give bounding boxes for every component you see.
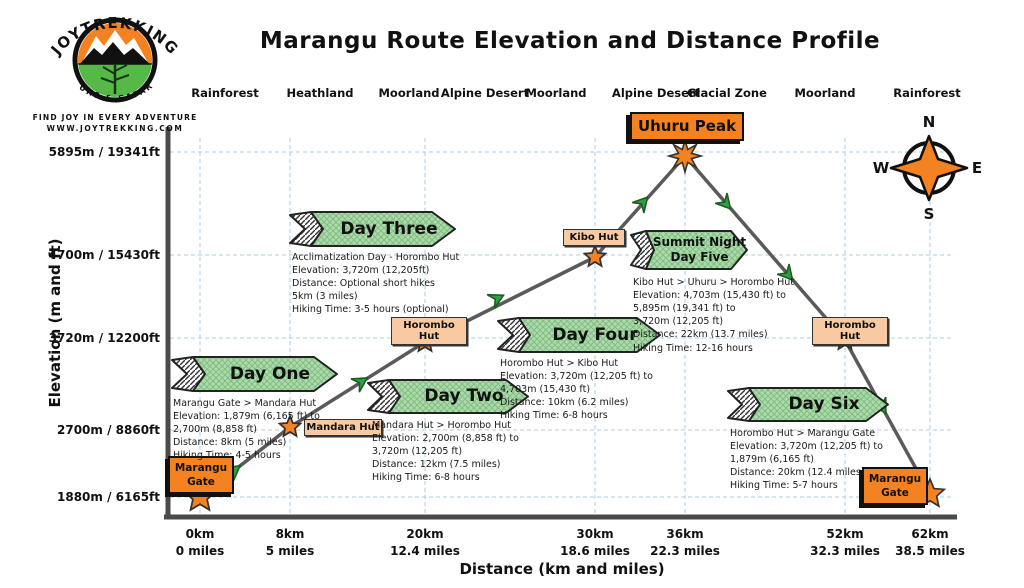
day-two-details: Mandara Hut > Horombo Hut Elevation: 2,7… [372,420,519,484]
x-tick-km: 0km [185,527,215,541]
mandara-hut-label: Mandara Hut [304,419,382,436]
zone-label-rainforest-1: Rainforest [191,86,259,100]
x-tick-20km: 20km 12.4 miles [370,526,480,560]
day-four-details: Horombo Hut > Kibo Hut Elevation: 3,720m… [500,358,653,422]
compass-north-label: N [922,113,936,131]
x-tick-km: 8km [275,527,305,541]
zone-label-alpine-desert-1: Alpine Desert [440,86,530,100]
zone-label-moorland-1: Moorland [378,86,440,100]
x-tick-62km: 62km 38.5 miles [875,526,985,560]
day-four-banner: Day Four [552,325,638,345]
x-tick-km: 30km [576,527,614,541]
y-axis-title: Elevation (m and ft) [46,238,64,408]
x-tick-miles: 32.3 miles [810,544,880,558]
zone-label-glacial-zone: Glacial Zone [687,86,767,100]
uhuru-peak-star-icon [668,139,702,173]
zone-label-rainforest-2: Rainforest [893,86,961,100]
x-tick-miles: 22.3 miles [650,544,720,558]
x-tick-miles: 38.5 miles [895,544,965,558]
brand-logo: JOYTREKKING TOURS & SAFARIS [0,0,181,103]
compass-south-label: S [923,205,935,223]
day-six-banner: Day Six [788,394,860,414]
compass-west-label: W [872,159,890,177]
horombo-hut-label-ascent: Horombo Hut [391,317,467,345]
y-tick-4700m: 4700m / 15430ft [48,248,160,262]
x-tick-miles: 12.4 miles [390,544,460,558]
day-one-details: Marangu Gate > Mandara Hut Elevation: 1,… [173,398,320,462]
page-title: Marangu Route Elevation and Distance Pro… [259,28,881,54]
y-tick-1880m: 1880m / 6165ft [57,490,160,504]
x-tick-km: 20km [406,527,444,541]
day-two-banner: Day Two [424,386,504,406]
x-tick-km: 36km [666,527,704,541]
marangu-gate-start-label: Marangu Gate [168,456,234,495]
y-tick-3720m: 3720m / 12200ft [48,331,160,345]
x-tick-52km: 52km 32.3 miles [790,526,900,560]
x-tick-8km: 8km 5 miles [235,526,345,560]
x-tick-0km: 0km 0 miles [145,526,255,560]
zone-label-alpine-desert-2: Alpine Desert [611,86,701,100]
zone-label-heathland: Heathland [286,86,354,100]
day-five-banner: Summit Night Day Five [652,235,747,264]
x-tick-miles: 18.6 miles [560,544,630,558]
day-six-details: Horombo Hut > Marangu Gate Elevation: 3,… [730,428,883,492]
logo-tagline: FIND JOY IN EVERY ADVENTURE [32,113,198,122]
x-tick-36km: 36km 22.3 miles [630,526,740,560]
y-tick-2700m: 2700m / 8860ft [57,423,160,437]
x-axis-title: Distance (km and miles) [459,560,665,578]
logo-mountains [78,42,152,66]
marangu-gate-end-label: Marangu Gate [862,467,928,506]
zone-label-moorland-3: Moorland [794,86,856,100]
day-five-details: Kibo Hut > Uhuru > Horombo Hut Elevation… [633,277,795,354]
day-three-banner: Day Three [340,219,438,239]
x-tick-miles: 5 miles [265,544,315,558]
logo-website: WWW.JOYTREKKING.COM [46,124,184,133]
uhuru-peak-label: Uhuru Peak [630,112,744,141]
day-three-details: Acclimatization Day - Horombo Hut Elevat… [292,252,460,316]
compass-east-label: E [971,159,983,177]
compass-rose-icon [889,134,969,202]
horombo-hut-label-descent: Horombo Hut [812,317,888,345]
zone-label-moorland-2: Moorland [525,86,587,100]
x-tick-miles: 0 miles [175,544,225,558]
x-tick-km: 62km [911,527,949,541]
x-tick-km: 52km [826,527,864,541]
day-one-banner: Day One [229,364,311,384]
kibo-hut-label: Kibo Hut [563,229,625,246]
y-tick-5895m: 5895m / 19341ft [48,145,160,159]
x-tick-30km: 30km 18.6 miles [540,526,650,560]
day-banner-ribbons [171,211,889,422]
